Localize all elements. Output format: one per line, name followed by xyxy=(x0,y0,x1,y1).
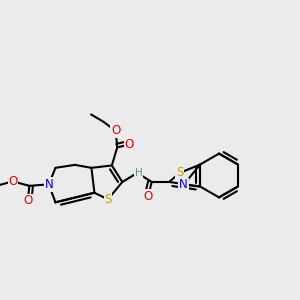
Text: O: O xyxy=(143,190,153,203)
Text: S: S xyxy=(176,167,183,179)
Text: H: H xyxy=(135,168,143,178)
Text: N: N xyxy=(179,178,188,191)
Text: O: O xyxy=(23,194,32,207)
Text: N: N xyxy=(44,178,53,191)
Text: O: O xyxy=(8,175,17,188)
Text: O: O xyxy=(111,124,120,137)
Text: O: O xyxy=(124,138,134,151)
Text: S: S xyxy=(104,193,112,206)
